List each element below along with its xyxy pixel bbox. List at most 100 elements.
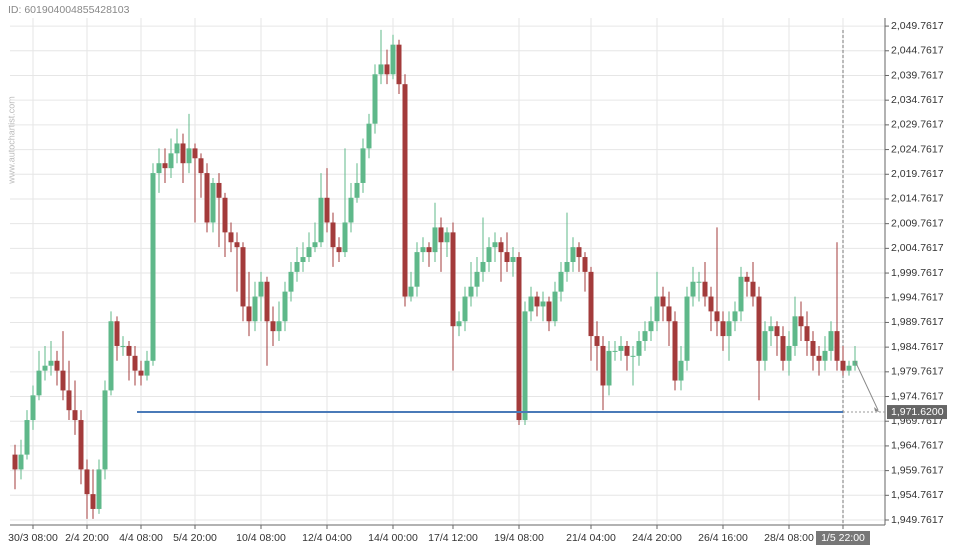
y-tick-label: 2,009.7617: [891, 217, 944, 229]
candle-body: [540, 301, 546, 307]
candle-body: [768, 326, 774, 332]
candle-body: [588, 271, 594, 337]
y-tick-label: 1,959.7617: [891, 464, 944, 476]
candle-body: [18, 454, 24, 470]
candle-body: [138, 370, 144, 376]
candle-body: [804, 326, 810, 342]
candle-body: [378, 64, 384, 75]
candle-body: [774, 326, 780, 337]
x-tick-label: 5/4 20:00: [173, 532, 217, 544]
y-tick-label: 1,984.7617: [891, 341, 944, 353]
candle-body: [24, 420, 30, 455]
y-tick-label: 2,044.7617: [891, 45, 944, 57]
candle-body: [216, 182, 222, 198]
candle-body: [504, 252, 510, 262]
candle-body: [252, 296, 258, 322]
candle-body: [156, 163, 162, 174]
candle-body: [60, 370, 66, 391]
candle-body: [792, 316, 798, 346]
candle-body: [300, 257, 306, 262]
candle-body: [420, 247, 426, 253]
candle-body: [570, 247, 576, 262]
candle-body: [270, 321, 276, 332]
candle-body: [396, 44, 402, 85]
candle-body: [318, 197, 324, 243]
candle-body: [72, 410, 78, 421]
chart-id: ID: 601904004855428103: [8, 4, 130, 16]
candle-body: [636, 341, 642, 356]
candle-body: [714, 311, 720, 322]
candle-body: [810, 341, 816, 356]
candle-body: [552, 291, 558, 322]
candle-body: [852, 360, 858, 366]
candle-body: [132, 355, 138, 371]
candle-body: [630, 355, 636, 357]
candle-body: [306, 247, 312, 258]
candle-body: [762, 331, 768, 361]
x-tick-label: 10/4 08:00: [236, 532, 286, 544]
candle-body: [78, 420, 84, 470]
candle-body: [474, 271, 480, 287]
watermark: www.autochartist.com: [6, 96, 16, 185]
candle-body: [336, 247, 342, 253]
candle-body: [90, 494, 96, 509]
candle-body: [294, 261, 300, 272]
x-tick-label: 14/4 00:00: [368, 532, 418, 544]
candle-body: [444, 232, 450, 243]
candle-body: [102, 390, 108, 470]
candle-body: [720, 321, 726, 337]
candle-body: [786, 345, 792, 361]
candle-body: [702, 281, 708, 297]
candle-body: [48, 360, 54, 366]
candle-body: [816, 355, 822, 361]
candle-body: [360, 148, 366, 183]
candle-body: [408, 286, 414, 297]
y-tick-label: 2,049.7617: [891, 20, 944, 32]
candle-body: [498, 242, 504, 253]
candle-body: [42, 365, 48, 371]
x-tick-label: 26/4 16:00: [698, 532, 748, 544]
candle-body: [564, 261, 570, 272]
candle-body: [624, 345, 630, 356]
candle-body: [228, 232, 234, 243]
candle-body: [432, 227, 438, 253]
candle-body: [534, 296, 540, 307]
y-tick-label: 2,014.7617: [891, 193, 944, 205]
candle-body: [558, 271, 564, 292]
candle-body: [738, 276, 744, 312]
y-tick-label: 1,999.7617: [891, 267, 944, 279]
candle-body: [240, 247, 246, 307]
candle-body: [822, 350, 828, 361]
candle-body: [840, 360, 846, 371]
candle-body: [348, 197, 354, 223]
candle-body: [192, 148, 198, 159]
candle-body: [54, 360, 60, 371]
candle-body: [750, 281, 756, 297]
y-tick-label: 1,964.7617: [891, 440, 944, 452]
level-label: 1,971.6200: [891, 406, 944, 418]
x-label-highlight: [816, 531, 870, 545]
candle-body: [264, 281, 270, 322]
candle-body: [582, 257, 588, 272]
candle-body: [834, 331, 840, 361]
candle-body: [120, 345, 126, 347]
candle-body: [606, 350, 612, 386]
x-tick-label: 28/4 08:00: [764, 532, 814, 544]
candle-body: [732, 311, 738, 322]
candle-body: [690, 281, 696, 297]
candle-body: [324, 197, 330, 223]
y-tick-label: 2,004.7617: [891, 242, 944, 254]
candle-body: [612, 350, 618, 352]
candle-body: [372, 74, 378, 124]
candle-body: [36, 370, 42, 396]
candle-body: [30, 395, 36, 421]
candle-body: [210, 182, 216, 223]
x-tick-label: 19/4 08:00: [494, 532, 544, 544]
candle-body: [726, 321, 732, 337]
candle-body: [12, 454, 18, 470]
y-tick-label: 1,949.7617: [891, 514, 944, 526]
candle-body: [798, 316, 804, 327]
x-tick-label: 30/3 08:00: [8, 532, 58, 544]
candle-body: [198, 158, 204, 174]
